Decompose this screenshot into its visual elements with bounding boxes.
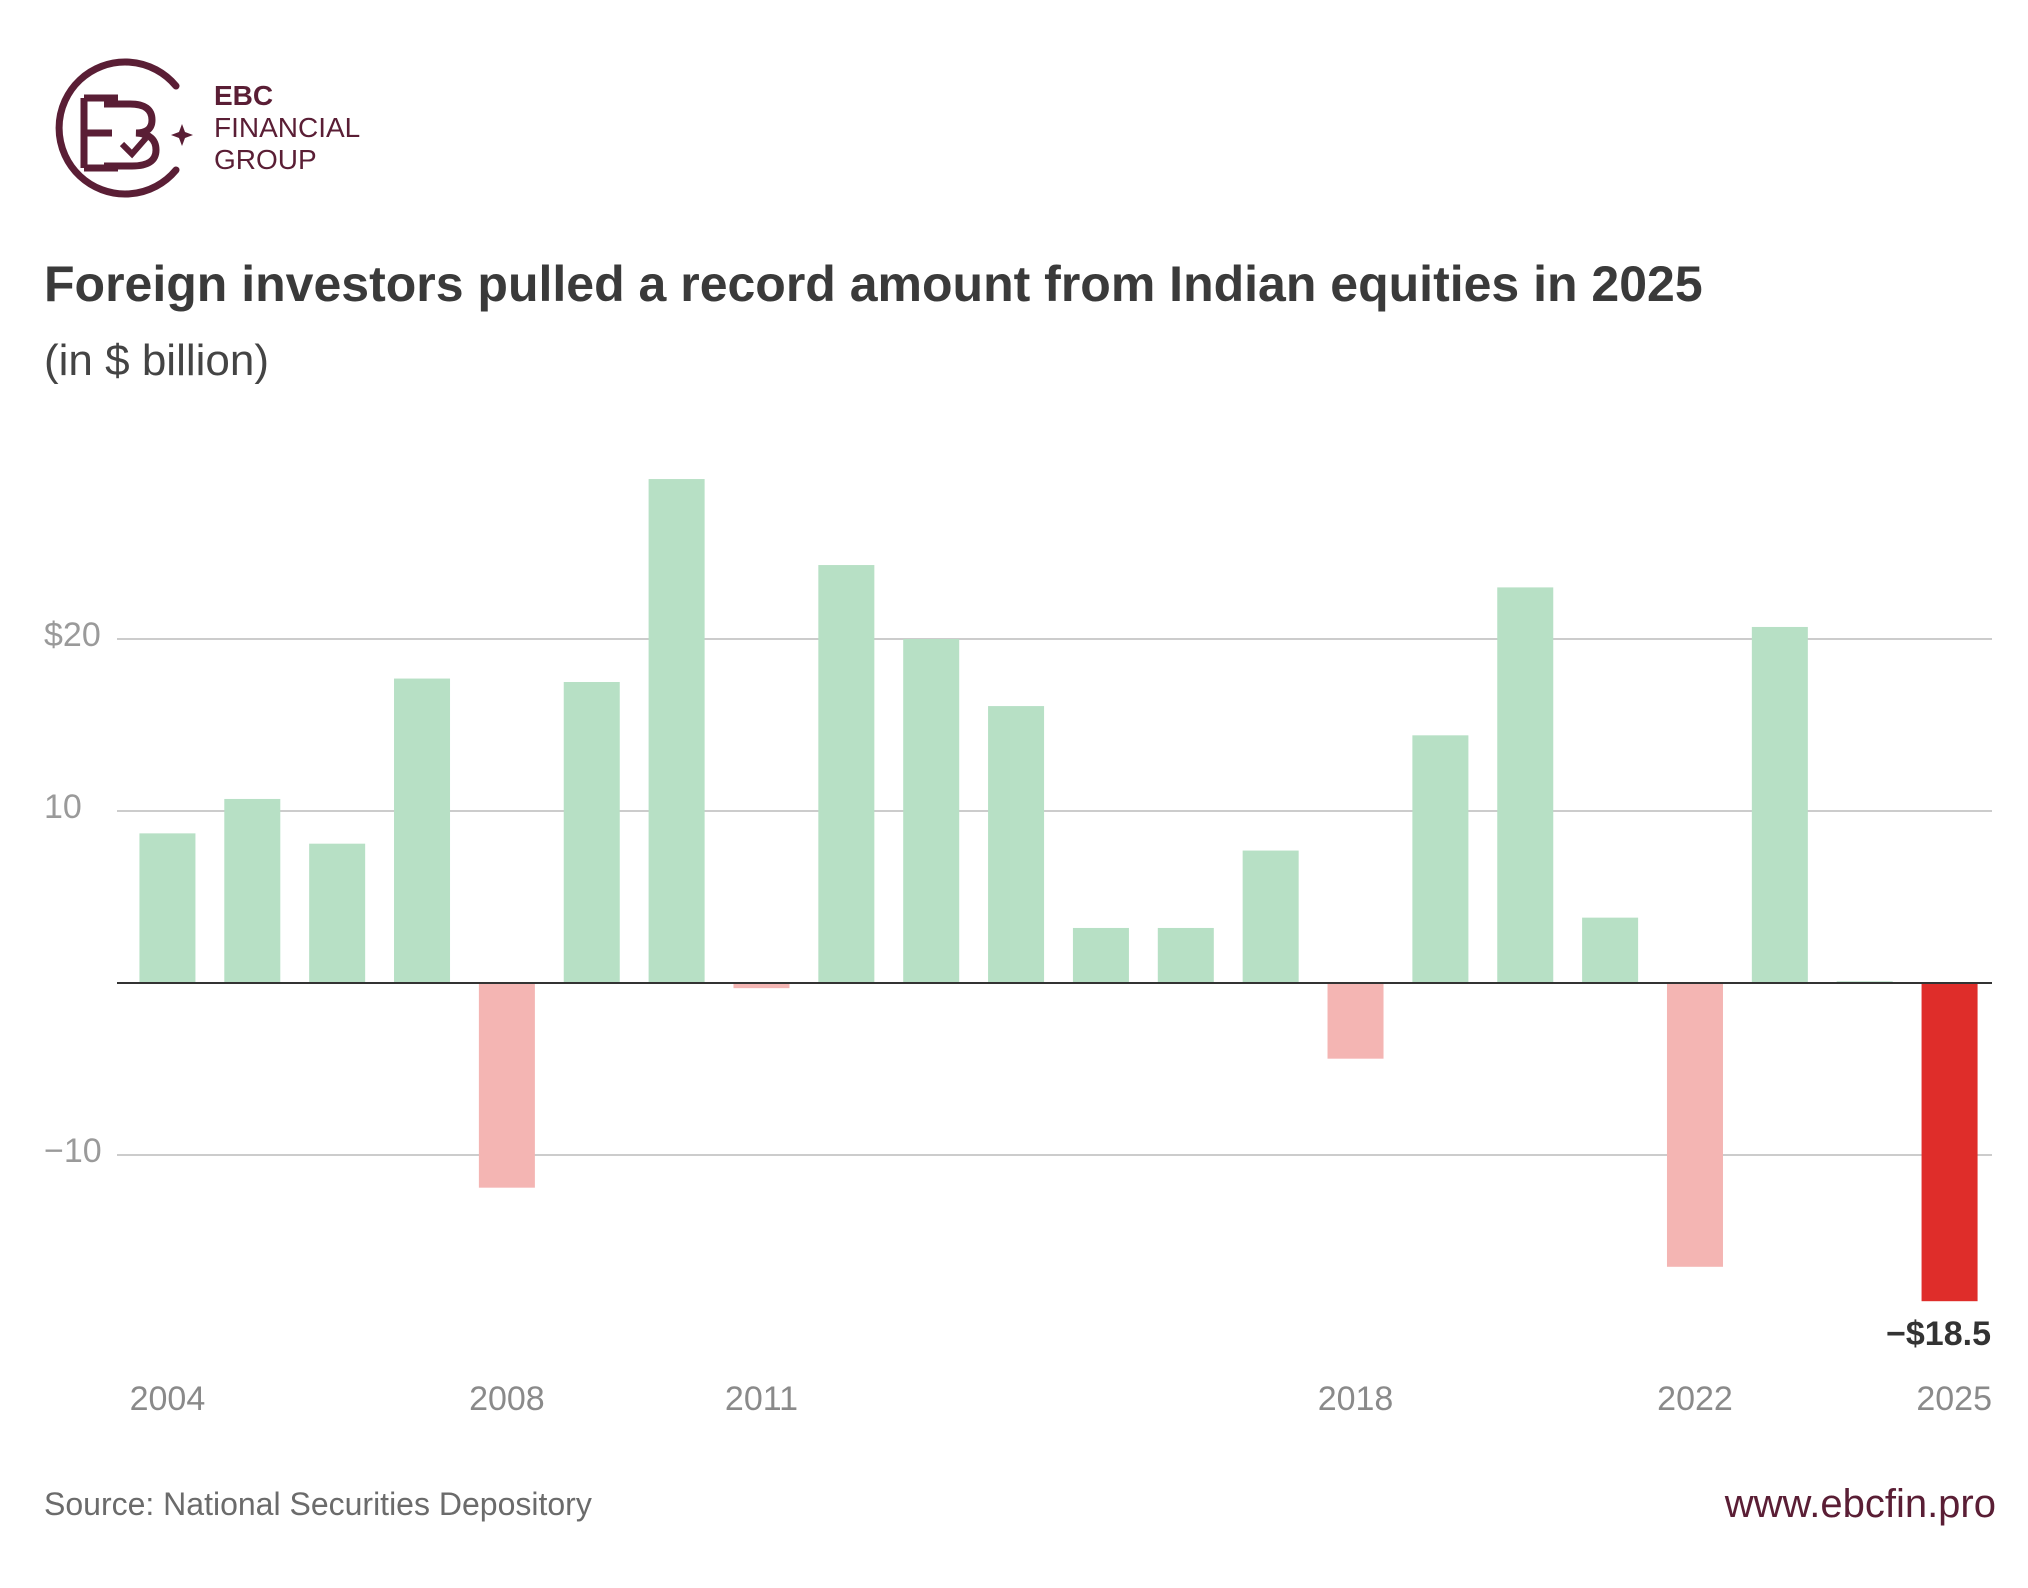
chart-title: Foreign investors pulled a record amount…: [44, 256, 1703, 312]
bar-2008: [478, 983, 535, 1188]
bar-2021: [1582, 917, 1639, 983]
bar-2020: [1497, 587, 1554, 983]
x-tick-label-2011: 2011: [725, 1380, 798, 1418]
brand-line-3: GROUP: [214, 144, 317, 175]
y-tick-label-2: −10: [44, 1132, 102, 1170]
brand-line-1: EBC: [214, 80, 274, 111]
bar-2009: [563, 682, 620, 983]
bar-2016: [1157, 927, 1214, 983]
bar-2006: [309, 843, 366, 983]
chart-subtitle: (in $ billion): [44, 336, 269, 385]
y-tick-label-0: $20: [44, 616, 101, 654]
ebc-monogram-icon: [55, 58, 193, 198]
bar-2013: [903, 639, 960, 983]
bar-2025: [1921, 983, 1978, 1302]
bar-2018: [1327, 983, 1384, 1059]
bar-2022: [1666, 983, 1723, 1267]
bar-2014: [988, 706, 1045, 983]
source-note: Source: National Securities Depository: [44, 1486, 592, 1522]
bar-2023: [1751, 626, 1808, 983]
annotation-label: −$18.5: [1886, 1315, 1991, 1353]
x-tick-label-2022: 2022: [1657, 1380, 1733, 1418]
bar-2012: [818, 565, 875, 983]
bar-2007: [394, 678, 451, 983]
brand-logo: EBC FINANCIAL GROUP: [48, 58, 388, 208]
bar-chart: $20 10 −10 −$18.5 2004 2008 2011 2018 2022 2025: [44, 479, 1992, 1418]
bar-2005: [224, 798, 281, 983]
brand-name: EBC FINANCIAL GROUP: [214, 80, 360, 176]
bar-2011: [733, 983, 790, 989]
x-tick-label-2018: 2018: [1318, 1380, 1394, 1418]
bar-2004: [139, 833, 196, 983]
bar-2015: [1072, 927, 1129, 983]
x-tick-label-2008: 2008: [469, 1380, 545, 1418]
brand-line-2: FINANCIAL: [214, 112, 361, 143]
website-link[interactable]: www.ebcfin.pro: [1724, 1482, 1996, 1526]
y-tick-label-1: 10: [44, 788, 82, 826]
x-tick-label-2025: 2025: [1916, 1380, 1992, 1418]
x-tick-label-2004: 2004: [130, 1380, 206, 1418]
bar-2019: [1412, 735, 1469, 983]
bar-2010: [648, 479, 705, 983]
bar-2017: [1242, 850, 1299, 983]
